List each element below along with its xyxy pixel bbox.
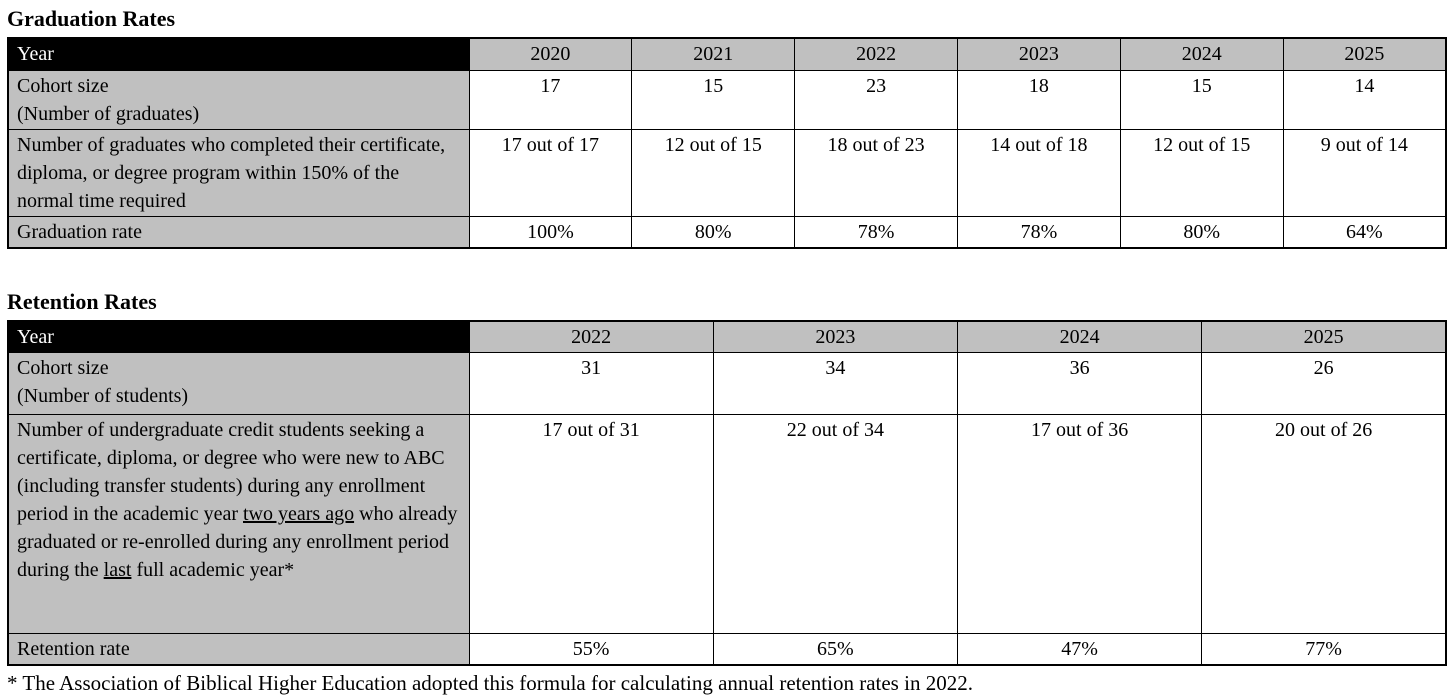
graduation-year-2023: 2023 <box>956 37 1121 71</box>
retention-new-students-2022: 17 out of 31 <box>468 414 714 634</box>
retention-new-students-row: Number of undergraduate credit students … <box>7 414 1447 634</box>
graduation-rates-table: Year 2020 2021 2022 2023 2024 2025 Cohor… <box>7 37 1447 249</box>
retention-header-row: Year 2022 2023 2024 2025 <box>7 320 1447 353</box>
graduation-header-row: Year 2020 2021 2022 2023 2024 2025 <box>7 37 1447 71</box>
graduation-completed-2020: 17 out of 17 <box>468 128 633 217</box>
graduation-year-2022: 2022 <box>794 37 958 71</box>
graduation-rate-2022: 78% <box>794 215 958 249</box>
graduation-cohort-2020: 17 <box>468 69 633 130</box>
graduation-rate-2024: 80% <box>1119 215 1284 249</box>
retention-rate-2025: 77% <box>1201 633 1447 666</box>
retention-rate-label: Retention rate <box>7 633 470 666</box>
retention-formula-footnote: * The Association of Biblical Higher Edu… <box>7 671 973 695</box>
graduation-cohort-2023: 18 <box>956 69 1121 130</box>
retention-cohort-row: Cohort size (Number of students) 31 34 3… <box>7 352 1447 415</box>
retention-label-part-underlined-two-years-ago: two years ago <box>243 503 355 525</box>
graduation-completed-row: Number of graduates who completed their … <box>7 128 1447 217</box>
graduation-cohort-row: Cohort size (Number of graduates) 17 15 … <box>7 69 1447 130</box>
retention-year-2023: 2023 <box>712 320 959 353</box>
graduation-rates-title: Graduation Rates <box>7 6 176 31</box>
retention-cohort-2023: 34 <box>712 352 959 415</box>
retention-new-students-2023: 22 out of 34 <box>712 414 959 634</box>
graduation-rate-2021: 80% <box>631 215 796 249</box>
retention-rate-2022: 55% <box>468 633 714 666</box>
retention-rate-2023: 65% <box>712 633 959 666</box>
graduation-completed-2025: 9 out of 14 <box>1282 128 1447 217</box>
retention-cohort-2024: 36 <box>956 352 1203 415</box>
graduation-year-2025: 2025 <box>1282 37 1447 71</box>
graduation-completed-2023: 14 out of 18 <box>956 128 1121 217</box>
retention-year-2022: 2022 <box>468 320 714 353</box>
graduation-year-2021: 2021 <box>631 37 796 71</box>
graduation-rate-row: Graduation rate 100% 80% 78% 78% 80% 64% <box>7 215 1447 249</box>
graduation-completed-label: Number of graduates who completed their … <box>7 128 470 217</box>
retention-year-header-cell: Year <box>7 320 470 353</box>
retention-cohort-2022: 31 <box>468 352 714 415</box>
graduation-completed-2024: 12 out of 15 <box>1119 128 1284 217</box>
retention-label-part-underlined-last: last <box>103 559 132 581</box>
retention-new-students-2024: 17 out of 36 <box>956 414 1203 634</box>
graduation-completed-2021: 12 out of 15 <box>631 128 796 217</box>
graduation-cohort-2022: 23 <box>794 69 958 130</box>
graduation-cohort-2021: 15 <box>631 69 796 130</box>
retention-rates-title: Retention Rates <box>7 289 157 314</box>
graduation-year-2024: 2024 <box>1119 37 1284 71</box>
graduation-year-header-cell: Year <box>7 37 470 71</box>
retention-rate-row: Retention rate 55% 65% 47% 77% <box>7 633 1447 666</box>
graduation-cohort-label: Cohort size (Number of graduates) <box>7 69 470 130</box>
retention-rates-table: Year 2022 2023 2024 2025 Cohort size (Nu… <box>7 320 1447 666</box>
retention-rate-2024: 47% <box>956 633 1203 666</box>
graduation-rate-2020: 100% <box>468 215 633 249</box>
graduation-rate-2025: 64% <box>1282 215 1447 249</box>
retention-new-students-2025: 20 out of 26 <box>1201 414 1447 634</box>
graduation-cohort-2025: 14 <box>1282 69 1447 130</box>
retention-cohort-label: Cohort size (Number of students) <box>7 352 470 415</box>
retention-label-part-1: Number of undergraduate credit students … <box>17 419 445 525</box>
retention-label-part-5: full academic year* <box>131 559 295 581</box>
retention-year-2025: 2025 <box>1201 320 1447 353</box>
retention-cohort-2025: 26 <box>1201 352 1447 415</box>
graduation-rate-2023: 78% <box>956 215 1121 249</box>
graduation-completed-2022: 18 out of 23 <box>794 128 958 217</box>
graduation-year-2020: 2020 <box>468 37 633 71</box>
retention-new-students-label: Number of undergraduate credit students … <box>7 414 470 634</box>
retention-label-part-3: who already graduated or re-enrolled dur… <box>17 503 458 581</box>
graduation-cohort-2024: 15 <box>1119 69 1284 130</box>
graduation-rate-label: Graduation rate <box>7 215 470 249</box>
retention-year-2024: 2024 <box>956 320 1203 353</box>
